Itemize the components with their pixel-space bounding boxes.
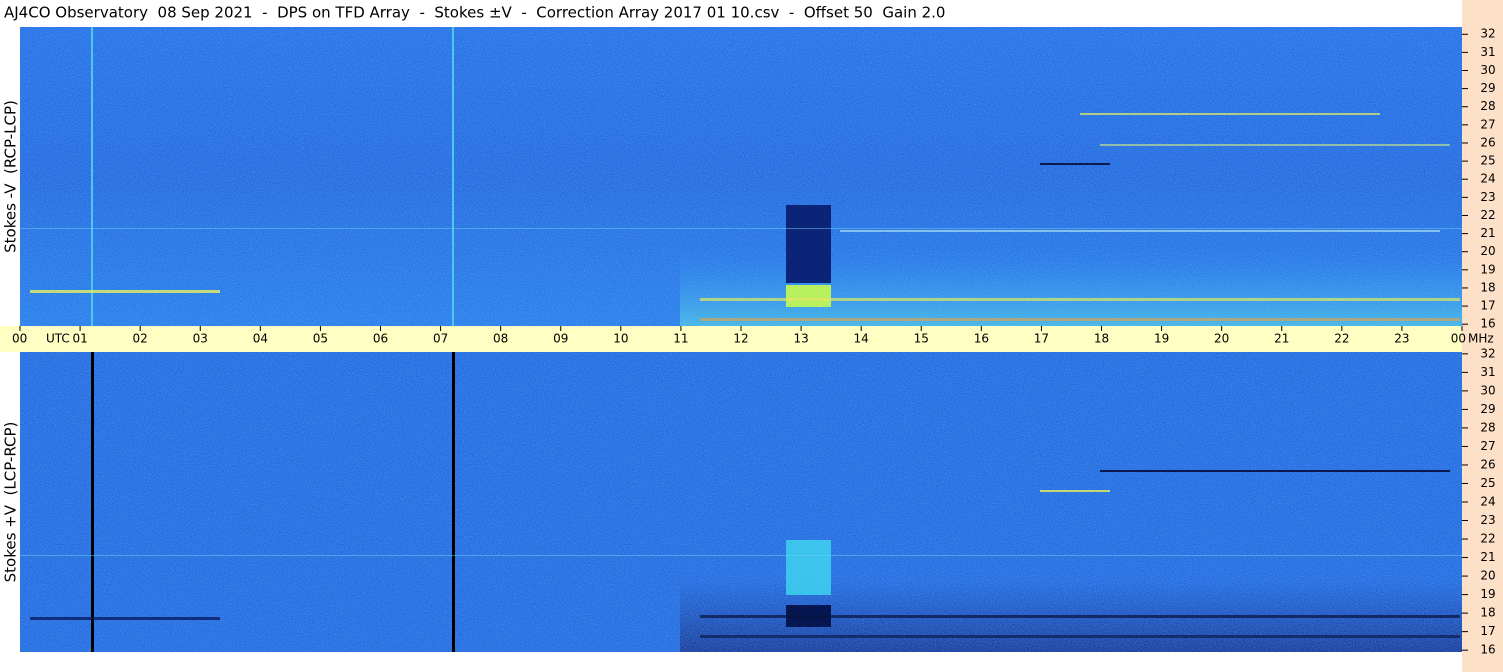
y-tick-label: 25 [1480,154,1495,168]
y-tick-label: 25 [1480,476,1495,490]
y-tick-label: 22 [1480,532,1495,546]
x-tick-label: 00 [12,332,27,346]
y-tick-label: 23 [1480,513,1495,527]
chart-title: AJ4CO Observatory 08 Sep 2021 - DPS on T… [4,4,945,22]
x-tick-label: 16 [974,332,989,346]
panel-y-label: Stokes +V (LCP-RCP) [2,422,20,583]
x-tick-label: 20 [1214,332,1229,346]
x-tick-label: 11 [673,332,688,346]
y-tick-label: 31 [1480,365,1495,379]
y-tick-label: 32 [1480,27,1495,41]
x-tick-label: 22 [1334,332,1349,346]
x-tick-label: 03 [193,332,208,346]
x-tick-label: 15 [914,332,929,346]
x-tick-label: 21 [1274,332,1289,346]
bottom-spectrogram [20,352,1462,652]
x-tick-label: 07 [433,332,448,346]
y-tick-label: 18 [1480,280,1495,294]
x-tick-label: 00 [1451,332,1466,346]
x-tick-label: 14 [854,332,869,346]
y-tick-label: 22 [1480,208,1495,222]
y-tick-label: 23 [1480,190,1495,204]
x-tick-label: 10 [613,332,628,346]
y-tick-label: 16 [1480,317,1495,331]
x-tick-label: 18 [1094,332,1109,346]
y-unit-label: MHz [1468,332,1494,346]
y-tick-label: 24 [1480,495,1495,509]
y-tick-label: 24 [1480,172,1495,186]
y-tick-label: 21 [1480,226,1495,240]
y-tick-label: 26 [1480,135,1495,149]
y-tick-label: 28 [1480,99,1495,113]
y-tick-label: 26 [1480,457,1495,471]
x-tick-label: 13 [793,332,808,346]
y-tick-label: 27 [1480,117,1495,131]
y-tick-label: 20 [1480,569,1495,583]
x-tick-label: 23 [1394,332,1409,346]
x-tick-label: 06 [373,332,388,346]
y-tick-label: 17 [1480,299,1495,313]
x-tick-label: 09 [553,332,568,346]
y-tick-label: 19 [1480,262,1495,276]
y-tick-label: 20 [1480,244,1495,258]
x-tick-label: 17 [1034,332,1049,346]
y-tick-label: 28 [1480,420,1495,434]
x-tick-label: 01 [72,332,87,346]
frequency-axis-band [1462,0,1503,672]
x-tick-label: 12 [733,332,748,346]
x-tick-label: 05 [313,332,328,346]
y-tick-label: 21 [1480,550,1495,564]
y-tick-label: 30 [1480,383,1495,397]
y-tick-label: 29 [1480,81,1495,95]
x-unit: UTC [46,332,70,346]
y-tick-label: 27 [1480,439,1495,453]
y-tick-label: 31 [1480,45,1495,59]
panel-y-label: Stokes -V (RCP-LCP) [2,100,20,253]
x-tick-label: 19 [1154,332,1169,346]
y-tick-label: 32 [1480,346,1495,360]
y-tick-label: 16 [1480,643,1495,657]
x-tick-label: 02 [133,332,148,346]
x-tick-label: 08 [493,332,508,346]
y-tick-label: 29 [1480,402,1495,416]
x-tick-label: 04 [253,332,268,346]
y-tick-label: 30 [1480,63,1495,77]
top-spectrogram [20,27,1462,326]
y-tick-label: 18 [1480,606,1495,620]
y-tick-label: 19 [1480,587,1495,601]
time-axis-band [0,326,1462,352]
y-tick-label: 17 [1480,624,1495,638]
